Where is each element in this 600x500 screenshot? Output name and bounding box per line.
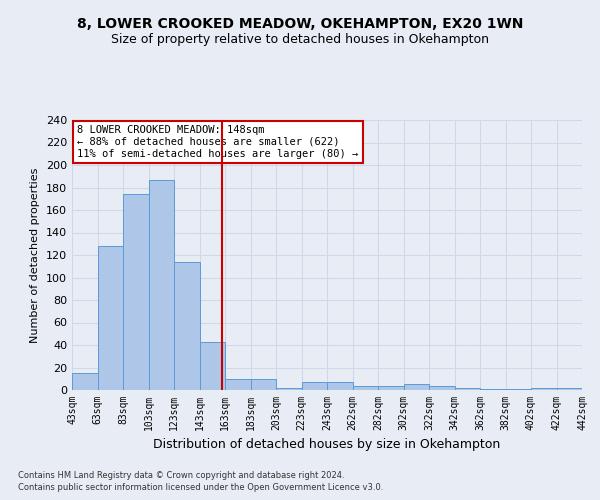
Bar bbox=[199, 342, 225, 390]
Text: Contains public sector information licensed under the Open Government Licence v3: Contains public sector information licen… bbox=[18, 483, 383, 492]
Bar bbox=[455, 388, 480, 390]
Text: 8 LOWER CROOKED MEADOW: 148sqm
← 88% of detached houses are smaller (622)
11% of: 8 LOWER CROOKED MEADOW: 148sqm ← 88% of … bbox=[77, 126, 358, 158]
Bar bbox=[251, 379, 276, 390]
Bar bbox=[97, 246, 123, 390]
Bar bbox=[378, 386, 404, 390]
Bar bbox=[353, 386, 378, 390]
Bar bbox=[429, 386, 455, 390]
Bar bbox=[302, 382, 327, 390]
Text: Contains HM Land Registry data © Crown copyright and database right 2024.: Contains HM Land Registry data © Crown c… bbox=[18, 470, 344, 480]
Bar bbox=[505, 389, 531, 390]
Bar bbox=[149, 180, 174, 390]
Bar bbox=[557, 388, 582, 390]
Bar bbox=[225, 379, 251, 390]
Bar bbox=[480, 389, 505, 390]
Text: Size of property relative to detached houses in Okehampton: Size of property relative to detached ho… bbox=[111, 32, 489, 46]
Text: 8, LOWER CROOKED MEADOW, OKEHAMPTON, EX20 1WN: 8, LOWER CROOKED MEADOW, OKEHAMPTON, EX2… bbox=[77, 18, 523, 32]
Bar bbox=[327, 382, 353, 390]
Bar bbox=[404, 384, 429, 390]
Y-axis label: Number of detached properties: Number of detached properties bbox=[31, 168, 40, 342]
Bar bbox=[531, 388, 557, 390]
Bar bbox=[123, 194, 149, 390]
Bar bbox=[174, 262, 199, 390]
Bar bbox=[276, 388, 302, 390]
Bar bbox=[72, 373, 97, 390]
X-axis label: Distribution of detached houses by size in Okehampton: Distribution of detached houses by size … bbox=[154, 438, 500, 452]
